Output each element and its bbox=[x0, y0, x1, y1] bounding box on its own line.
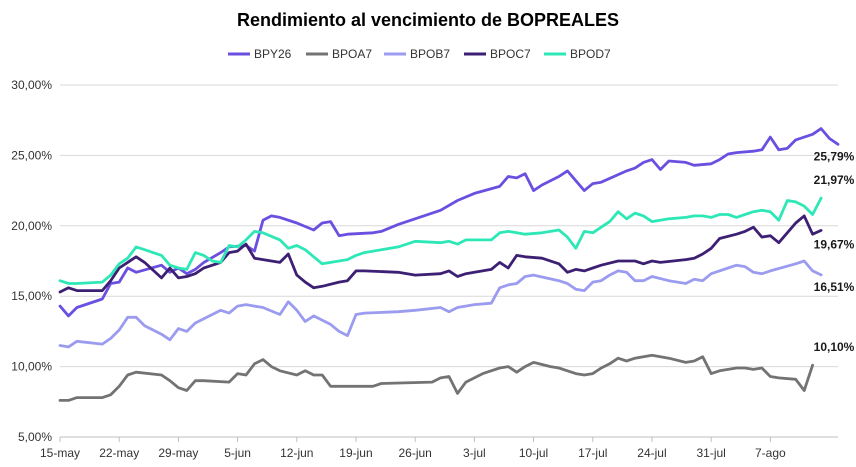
end-label-bpob7: 16,51% bbox=[814, 280, 855, 294]
series-lines bbox=[58, 127, 840, 402]
x-axis: 15-may 22-may 29-may 5-jun 12-jun 19-jun 26-ju… bbox=[40, 436, 838, 460]
x-tick-label: 5-jun bbox=[224, 446, 251, 460]
legend-item-bpoa7: BPOA7 bbox=[306, 47, 372, 61]
y-tick-label: 25,00% bbox=[11, 148, 52, 162]
end-label-bpy26: 25,79% bbox=[814, 149, 855, 163]
x-tick-label: 31-jul bbox=[696, 446, 725, 460]
x-tick-label: 29-may bbox=[158, 446, 198, 460]
legend-label: BPOD7 bbox=[570, 47, 611, 61]
legend-item-bpob7: BPOB7 bbox=[384, 47, 450, 61]
series-line-bpod7 bbox=[58, 196, 823, 285]
legend-label: BPOC7 bbox=[490, 47, 531, 61]
gridlines bbox=[60, 84, 838, 368]
end-label-bpoa7: 10,10% bbox=[814, 340, 855, 354]
x-tick-label: 17-jul bbox=[578, 446, 607, 460]
y-axis-ticks: 5,00% 10,00% 15,00% 20,00% 25,00% 30,00% bbox=[11, 78, 52, 444]
series-line-bpy26 bbox=[58, 127, 840, 318]
x-tick-label: 10-jul bbox=[519, 446, 548, 460]
legend-label: BPOA7 bbox=[332, 47, 372, 61]
legend-label: BPY26 bbox=[254, 47, 292, 61]
y-tick-label: 10,00% bbox=[11, 360, 52, 374]
end-label-bpod7: 21,97% bbox=[814, 173, 855, 187]
end-value-labels: 25,79% 10,10% 16,51% 19,67% 21,97% bbox=[814, 149, 855, 354]
x-tick-label: 19-jun bbox=[339, 446, 372, 460]
x-tick-label: 15-may bbox=[40, 446, 80, 460]
x-tick-label: 24-jul bbox=[637, 446, 666, 460]
legend-label: BPOB7 bbox=[410, 47, 450, 61]
y-tick-label: 5,00% bbox=[18, 430, 52, 444]
legend-item-bpod7: BPOD7 bbox=[544, 47, 611, 61]
y-tick-label: 15,00% bbox=[11, 289, 52, 303]
x-tick-label: 12-jun bbox=[280, 446, 313, 460]
x-tick-label: 3-jul bbox=[463, 446, 486, 460]
end-label-bpoc7: 19,67% bbox=[814, 237, 855, 251]
y-tick-label: 30,00% bbox=[11, 78, 52, 92]
x-tick-label: 22-may bbox=[99, 446, 139, 460]
x-tick-label: 7-ago bbox=[755, 446, 786, 460]
series-line-bpoa7 bbox=[58, 353, 814, 402]
chart-title: Rendimiento al vencimiento de BOPREALES bbox=[237, 10, 619, 30]
legend-item-bpoc7: BPOC7 bbox=[464, 47, 531, 61]
series-line-bpoc7 bbox=[58, 214, 823, 294]
y-tick-label: 20,00% bbox=[11, 219, 52, 233]
legend: BPY26 BPOA7 BPOB7 BPOC7 BPOD7 bbox=[228, 47, 611, 61]
legend-item-bpy26: BPY26 bbox=[228, 47, 292, 61]
series-line-bpob7 bbox=[58, 259, 823, 349]
x-tick-label: 26-jun bbox=[398, 446, 431, 460]
